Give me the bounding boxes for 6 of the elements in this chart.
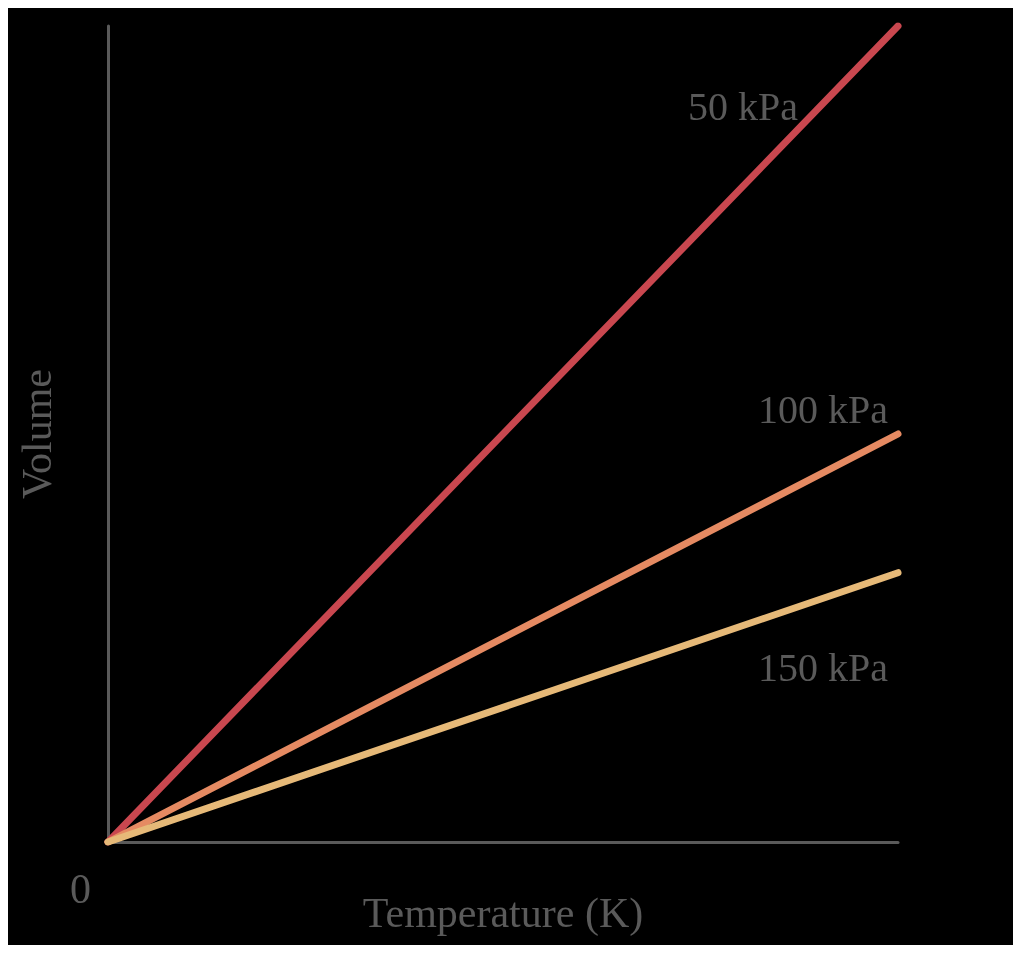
text: 0 [70,866,91,912]
y-axis-title: Volume [14,369,60,499]
series-label: 150 kPa [758,645,889,691]
x-axis-title: Temperature (K) [362,890,644,937]
series-label: 50 kPa [688,83,799,129]
series-label: 100 kPa [758,386,889,432]
